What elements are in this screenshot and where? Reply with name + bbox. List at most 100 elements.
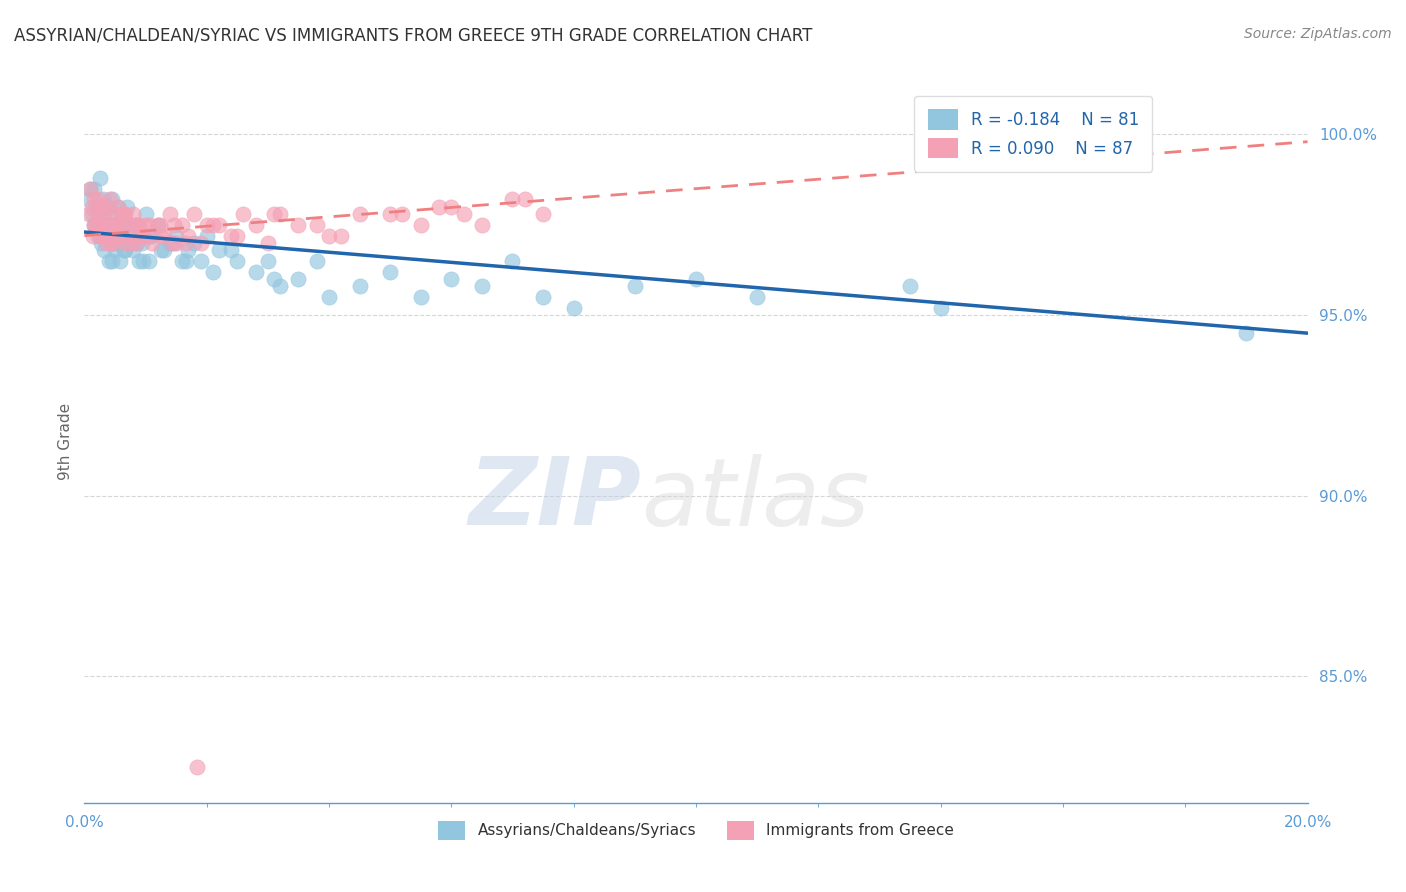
Point — [453, 207, 475, 221]
Point — [245, 218, 267, 232]
Point — [97, 200, 120, 214]
Point — [77, 207, 100, 221]
Point — [107, 200, 129, 214]
Point — [219, 243, 242, 257]
Point — [531, 207, 554, 221]
Point — [101, 235, 124, 250]
Point — [172, 254, 194, 268]
Point — [89, 170, 111, 185]
Text: ASSYRIAN/CHALDEAN/SYRIAC VS IMMIGRANTS FROM GREECE 9TH GRADE CORRELATION CHART: ASSYRIAN/CHALDEAN/SYRIAC VS IMMIGRANTS F… — [14, 27, 813, 45]
Point — [146, 218, 169, 232]
Point — [136, 228, 159, 243]
Point — [120, 218, 142, 232]
Point — [122, 243, 145, 257]
Point — [83, 193, 105, 207]
Point — [84, 218, 107, 232]
Point — [263, 207, 285, 221]
Point — [101, 218, 124, 232]
Point — [125, 235, 148, 250]
Point — [115, 200, 138, 214]
Point — [103, 235, 125, 250]
Point — [502, 193, 524, 207]
Point — [91, 193, 114, 207]
Point — [318, 290, 340, 304]
Point — [89, 207, 111, 221]
Point — [349, 279, 371, 293]
Point — [146, 218, 169, 232]
Point — [624, 279, 647, 293]
Point — [165, 228, 187, 243]
Point — [132, 254, 155, 268]
Point — [79, 182, 101, 196]
Point — [440, 272, 463, 286]
Point — [98, 193, 121, 207]
Point — [98, 207, 121, 221]
Point — [163, 218, 186, 232]
Point — [82, 228, 104, 243]
Point — [96, 235, 118, 250]
Point — [149, 218, 172, 232]
Point — [201, 218, 224, 232]
Point — [89, 218, 111, 232]
Point — [232, 207, 254, 221]
Point — [177, 243, 200, 257]
Point — [79, 182, 101, 196]
Point — [125, 218, 148, 232]
Point — [83, 182, 105, 196]
Point — [100, 235, 122, 250]
Point — [97, 228, 120, 243]
Point — [97, 254, 120, 268]
Point — [186, 760, 208, 774]
Point — [120, 228, 142, 243]
Point — [120, 235, 142, 250]
Point — [287, 218, 309, 232]
Point — [409, 290, 432, 304]
Point — [190, 254, 212, 268]
Point — [108, 228, 131, 243]
Point — [195, 228, 218, 243]
Point — [502, 254, 524, 268]
Point — [128, 218, 150, 232]
Point — [531, 290, 554, 304]
Point — [80, 200, 103, 214]
Point — [513, 193, 536, 207]
Point — [226, 254, 249, 268]
Text: ZIP: ZIP — [468, 453, 641, 545]
Point — [138, 228, 160, 243]
Point — [159, 207, 181, 221]
Point — [94, 218, 117, 232]
Point — [93, 207, 115, 221]
Point — [84, 218, 107, 232]
Point — [125, 235, 148, 250]
Point — [105, 218, 128, 232]
Point — [94, 200, 117, 214]
Point — [150, 243, 173, 257]
Point — [263, 272, 285, 286]
Point — [80, 207, 103, 221]
Point — [471, 279, 494, 293]
Point — [90, 200, 112, 214]
Point — [330, 228, 353, 243]
Point — [391, 207, 413, 221]
Point — [141, 235, 163, 250]
Point — [138, 254, 160, 268]
Point — [83, 218, 105, 232]
Point — [174, 235, 197, 250]
Point — [162, 235, 184, 250]
Point — [96, 228, 118, 243]
Point — [318, 228, 340, 243]
Point — [685, 272, 707, 286]
Point — [153, 243, 176, 257]
Point — [165, 235, 187, 250]
Point — [120, 228, 142, 243]
Point — [115, 218, 138, 232]
Point — [107, 228, 129, 243]
Point — [101, 254, 124, 268]
Point — [112, 243, 135, 257]
Point — [104, 243, 127, 257]
Point — [153, 228, 176, 243]
Point — [174, 254, 197, 268]
Point — [131, 228, 153, 243]
Point — [287, 272, 309, 286]
Point — [257, 254, 280, 268]
